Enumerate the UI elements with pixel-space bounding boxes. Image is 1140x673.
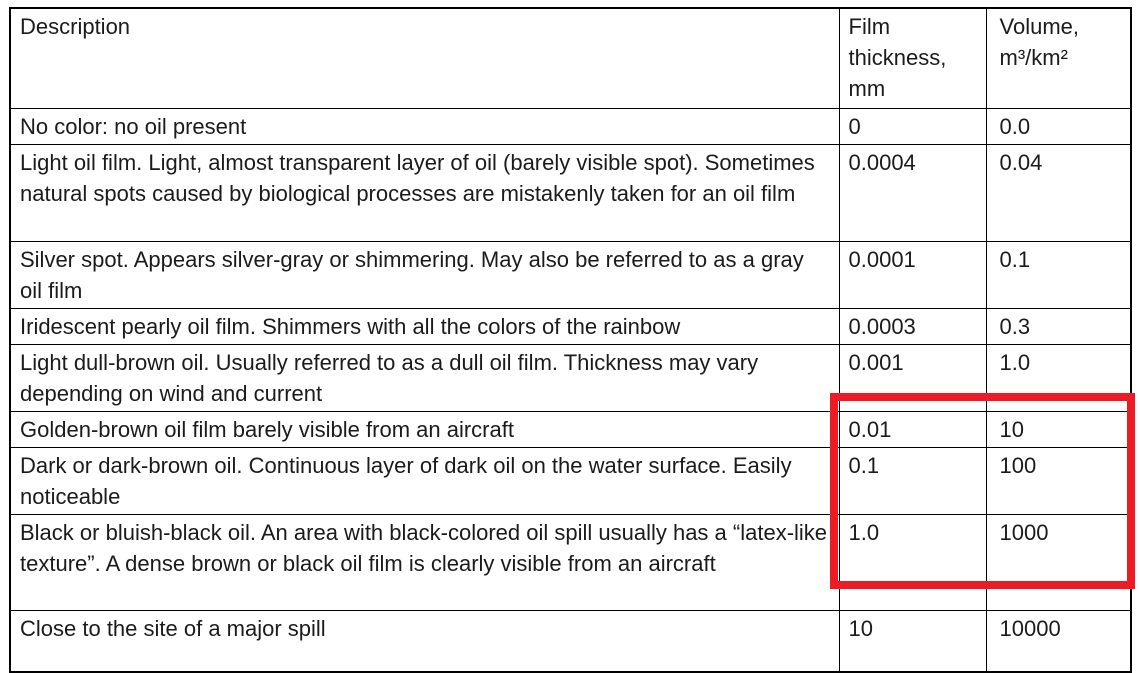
table-row-highlighted: Dark or dark-brown oil. Continuous layer…	[9, 446, 1132, 515]
cell-volume: 10000	[985, 609, 1132, 673]
table-row: Iridescent pearly oil film. Shimmers wit…	[9, 307, 1132, 345]
cell-thickness: 0.01	[838, 410, 987, 448]
cell-description: No color: no oil present	[9, 107, 840, 145]
cell-thickness: 0.1	[838, 446, 987, 515]
header-film-thickness: Film thickness, mm	[838, 7, 987, 109]
cell-volume: 0.3	[985, 307, 1132, 345]
table-row: Light dull-brown oil. Usually referred t…	[9, 343, 1132, 412]
cell-thickness: 0.0001	[838, 240, 987, 309]
cell-volume: 100	[985, 446, 1132, 515]
cell-description: Black or bluish-black oil. An area with …	[9, 513, 840, 611]
cell-thickness: 0.0003	[838, 307, 987, 345]
table-row-highlighted: Golden-brown oil film barely visible fro…	[9, 410, 1132, 448]
table-header-row: Description Film thickness, mm Volume, m…	[9, 7, 1132, 109]
table-row: Light oil film. Light, almost transparen…	[9, 143, 1132, 242]
cell-thickness: 0.0004	[838, 143, 987, 242]
cell-volume: 1.0	[985, 343, 1132, 412]
cell-description: Close to the site of a major spill	[9, 609, 840, 673]
cell-volume: 0.04	[985, 143, 1132, 242]
header-description: Description	[9, 7, 840, 109]
cell-volume: 0.1	[985, 240, 1132, 309]
table-row: Close to the site of a major spill 10 10…	[9, 609, 1132, 673]
cell-volume: 0.0	[985, 107, 1132, 145]
cell-description: Light oil film. Light, almost transparen…	[9, 143, 840, 242]
table-row: No color: no oil present 0 0.0	[9, 107, 1132, 145]
table-row-highlighted: Black or bluish-black oil. An area with …	[9, 513, 1132, 611]
oil-film-table: Description Film thickness, mm Volume, m…	[9, 7, 1132, 673]
cell-description: Golden-brown oil film barely visible fro…	[9, 410, 840, 448]
header-volume: Volume, m³/km²	[985, 7, 1132, 109]
cell-description: Dark or dark-brown oil. Continuous layer…	[9, 446, 840, 515]
cell-description: Light dull-brown oil. Usually referred t…	[9, 343, 840, 412]
table-row: Silver spot. Appears silver-gray or shim…	[9, 240, 1132, 309]
cell-thickness: 0.001	[838, 343, 987, 412]
cell-volume: 1000	[985, 513, 1132, 611]
cell-thickness: 0	[838, 107, 987, 145]
cell-description: Iridescent pearly oil film. Shimmers wit…	[9, 307, 840, 345]
cell-thickness: 1.0	[838, 513, 987, 611]
cell-thickness: 10	[838, 609, 987, 673]
cell-description: Silver spot. Appears silver-gray or shim…	[9, 240, 840, 309]
cell-volume: 10	[985, 410, 1132, 448]
